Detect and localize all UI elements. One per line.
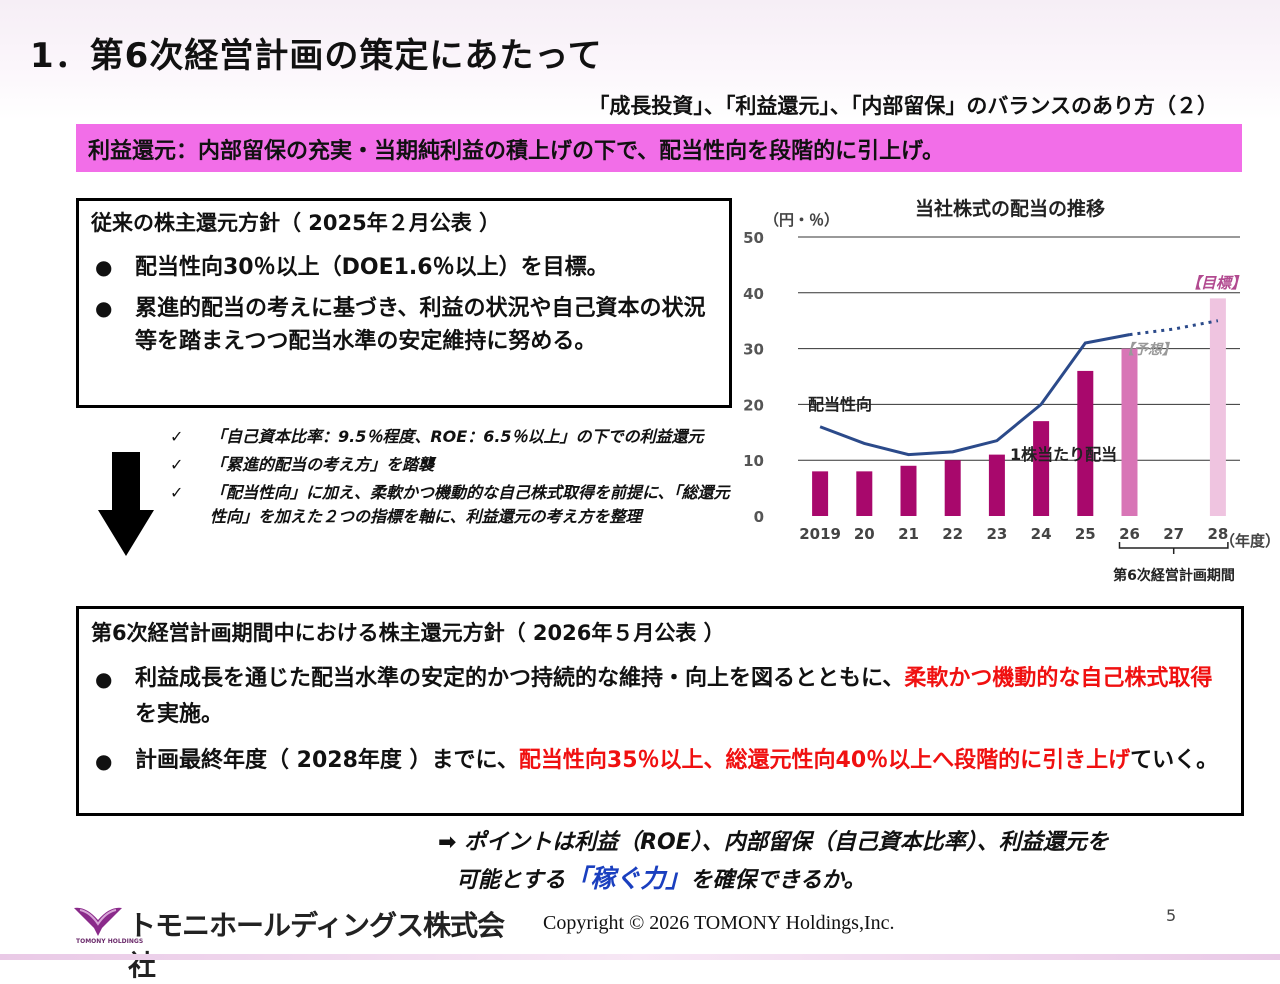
y-tick-label: 20	[743, 396, 764, 414]
old-policy-bullet: ● 累進的配当の考えに基づき、利益の状況や自己資本の状況等を踏まえつつ配当水準の…	[91, 292, 717, 358]
y-tick-label: 30	[743, 341, 764, 359]
page-title: 1．第6次経営計画の策定にあたって	[30, 36, 603, 76]
chart-line	[819, 319, 1219, 457]
key-point-pre: 可能とする	[456, 868, 566, 893]
line-series	[819, 333, 1130, 457]
footer-bar	[0, 954, 1280, 960]
chart-x-unit: （年度）	[1220, 532, 1280, 550]
old-policy-bullet-text: 累進的配当の考えに基づき、利益の状況や自己資本の状況等を踏まえつつ配当水準の安定…	[135, 296, 706, 354]
target-annotation: 【目標】	[1186, 274, 1246, 292]
checkmark-icon: ✓	[170, 427, 184, 446]
y-tick-label: 40	[743, 285, 764, 303]
line-series-label: 配当性向	[808, 395, 872, 414]
key-point: ➡ ポイントは利益（ROE）、内部留保（自己資本比率）、利益還元を 可能とする「…	[438, 825, 1109, 899]
key-point-emphasis: 「稼ぐ力」	[565, 864, 691, 893]
bar	[812, 471, 829, 516]
y-tick-label: 10	[743, 452, 764, 470]
plan-period-label: 第6次経営計画期間	[1113, 567, 1235, 584]
highlight-text: 配当性向35％以上、総還元性向40％以上へ段階的に引き上げ	[518, 748, 1131, 773]
chart-title: 当社株式の配当の推移	[915, 197, 1105, 220]
x-tick-label: 22	[942, 525, 963, 543]
bar	[900, 465, 917, 516]
line-projection	[1129, 319, 1219, 337]
checkmark-icon: ✓	[170, 483, 184, 502]
new-policy-bullet: ● 利益成長を通じた配当水準の安定的かつ持続的な維持・向上を図るとともに、柔軟か…	[91, 661, 1229, 733]
x-tick-label: 2019	[799, 525, 841, 543]
bullet-dot-icon: ●	[95, 749, 113, 773]
old-policy-bullet-text: 配当性向30％以上（DOE1.6％以上）を目標。	[135, 255, 609, 280]
check-item-text: 「累進的配当の考え方」を踏襲	[210, 455, 435, 474]
new-policy-box: 第6次経営計画期間中における株主還元方針（ 2026年５月公表 ） ● 利益成長…	[76, 606, 1244, 816]
chart-y-ticks: 0 10 20 30 40 50	[743, 229, 764, 526]
bar-series-label: 1株当たり配当	[1010, 445, 1117, 464]
new-policy-bullet: ● 計画最終年度（ 2028年度 ）までに、配当性向35％以上、総還元性向40％…	[91, 743, 1229, 779]
new-policy-bullet-tail: ていく。	[1130, 748, 1219, 773]
new-policy-bullet-text: 利益成長を通じた配当水準の安定的かつ持続的な維持・向上を図るとともに、	[135, 666, 905, 691]
bar	[1209, 298, 1226, 516]
check-item-text: 「配当性向」に加え、柔軟かつ機動的な自己株式取得を前提に、「総還元性向」を加えた…	[210, 483, 730, 526]
chart-unit-label: （円・％）	[764, 211, 839, 229]
highlight-text: 柔軟かつ機動的な自己株式取得	[904, 666, 1213, 691]
company-logo: TOMONY HOLDINGS トモニホールディングス株式会社	[70, 902, 530, 982]
check-list: ✓ 「自己資本比率：9.5％程度、ROE：6.5％以上」の下での利益還元 ✓ 「…	[170, 425, 730, 533]
x-tick-label: 27	[1163, 525, 1184, 543]
old-policy-box: 従来の株主還元方針（ 2025年２月公表 ） ● 配当性向30％以上（DOE1.…	[76, 198, 732, 408]
bar	[1077, 370, 1094, 516]
check-item-text: 「自己資本比率：9.5％程度、ROE：6.5％以上」の下での利益還元	[210, 427, 704, 446]
new-policy-bullet-text: 計画最終年度（ 2028年度 ）までに、	[135, 748, 519, 773]
bar	[988, 454, 1005, 516]
y-tick-label: 50	[743, 229, 764, 247]
company-name: トモニホールディングス株式会社	[128, 909, 505, 982]
page-subtitle: 「成長投資」、「利益還元」、「内部留保」のバランスのあり方（２）	[588, 94, 1218, 118]
bullet-dot-icon: ●	[95, 296, 113, 320]
down-arrow-icon	[98, 452, 154, 556]
bar	[1033, 421, 1050, 516]
checkmark-icon: ✓	[170, 455, 184, 474]
check-item: ✓ 「配当性向」に加え、柔軟かつ機動的な自己株式取得を前提に、「総還元性向」を加…	[170, 481, 730, 529]
x-tick-label: 21	[898, 525, 919, 543]
old-policy-heading: 従来の株主還元方針（ 2025年２月公表 ）	[91, 211, 501, 235]
page-number: 5	[1166, 906, 1177, 925]
x-tick-label: 26	[1119, 525, 1140, 543]
bullet-dot-icon: ●	[95, 255, 113, 279]
check-item: ✓ 「自己資本比率：9.5％程度、ROE：6.5％以上」の下での利益還元	[170, 425, 730, 449]
new-policy-bullet-tail: を実施。	[135, 702, 224, 727]
summary-banner: 利益還元：内部留保の充実・当期純利益の積上げの下で、配当性向を段階的に引上げ。	[76, 124, 1242, 172]
plan-period-bracket	[1118, 542, 1229, 554]
bar	[1121, 348, 1138, 516]
copyright: Copyright © 2026 TOMONY Holdings,Inc.	[543, 912, 895, 934]
x-tick-label: 24	[1031, 525, 1052, 543]
chart-bars	[812, 298, 1226, 516]
old-policy-bullet: ● 配当性向30％以上（DOE1.6％以上）を目標。	[91, 251, 717, 284]
logo-mark-icon	[74, 907, 122, 936]
logo-subtext: TOMONY HOLDINGS	[76, 938, 144, 945]
header-background	[0, 0, 1280, 120]
bar	[944, 460, 961, 516]
chart-gridlines	[798, 236, 1240, 461]
chart-x-ticks: 2019 20 21 22 23 24 25 26 27 28	[799, 525, 1228, 543]
key-point-line1: ➡ ポイントは利益（ROE）、内部留保（自己資本比率）、利益還元を	[438, 830, 1109, 855]
key-point-post: を確保できるか。	[690, 868, 866, 893]
x-tick-label: 23	[986, 525, 1007, 543]
bar	[856, 471, 873, 516]
x-tick-label: 28	[1207, 525, 1228, 543]
key-point-line2: 可能とする「稼ぐ力」を確保できるか。	[438, 861, 1109, 899]
y-tick-label: 0	[754, 508, 764, 526]
forecast-annotation: 【予想】	[1120, 341, 1176, 358]
check-item: ✓ 「累進的配当の考え方」を踏襲	[170, 453, 730, 477]
new-policy-heading: 第6次経営計画期間中における株主還元方針（ 2026年５月公表 ）	[91, 621, 725, 645]
x-tick-label: 20	[854, 525, 875, 543]
x-tick-label: 25	[1075, 525, 1096, 543]
bullet-dot-icon: ●	[95, 667, 113, 691]
